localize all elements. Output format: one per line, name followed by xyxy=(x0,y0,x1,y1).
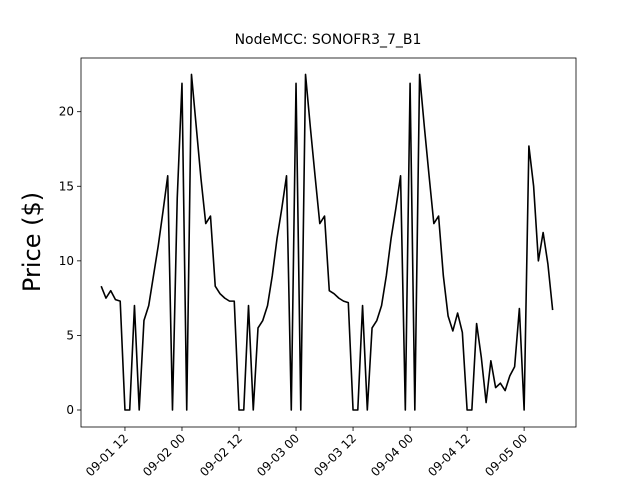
y-tick-label: 15 xyxy=(59,179,74,193)
price-line xyxy=(100,73,554,411)
y-tick-label: 10 xyxy=(59,254,74,268)
plot-frame xyxy=(80,57,577,428)
chart-title: NodeMCC: SONOFR3_7_B1 xyxy=(235,32,422,48)
y-tick-label: 20 xyxy=(59,105,74,119)
y-axis-label: Price ($) xyxy=(18,192,46,292)
y-tick-label: 0 xyxy=(66,403,74,417)
y-tick-label: 5 xyxy=(66,328,74,342)
